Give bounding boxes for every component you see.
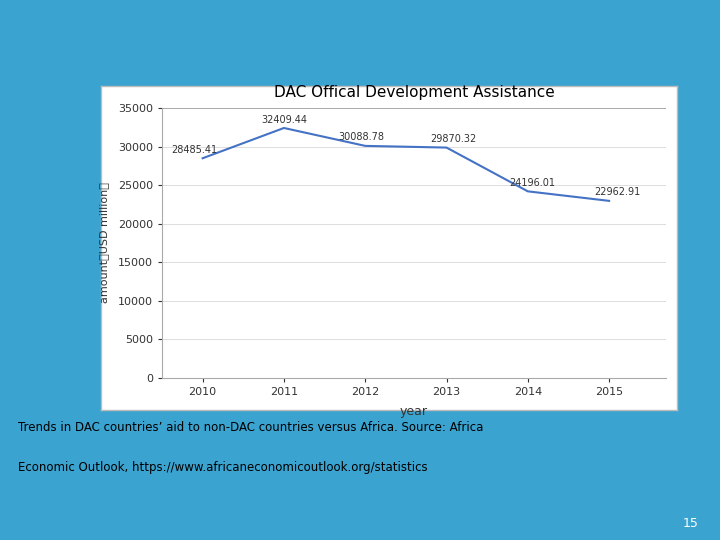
Text: 28485.41: 28485.41: [171, 145, 217, 155]
Text: 30088.78: 30088.78: [338, 132, 384, 143]
Text: 32409.44: 32409.44: [261, 114, 307, 125]
Text: 29870.32: 29870.32: [430, 134, 476, 144]
Y-axis label: amount（USD million）: amount（USD million）: [99, 183, 109, 303]
Text: Economic Outlook, https://www.africaneconomicoutlook.org/statistics: Economic Outlook, https://www.africaneco…: [18, 461, 428, 474]
Text: 22962.91: 22962.91: [594, 187, 640, 198]
Title: DAC Offical Development Assistance: DAC Offical Development Assistance: [274, 85, 554, 100]
Text: Trends in DAC countries’ aid to non-DAC countries versus Africa. Source: Africa: Trends in DAC countries’ aid to non-DAC …: [18, 421, 483, 435]
Text: 15: 15: [683, 517, 698, 530]
X-axis label: year: year: [400, 406, 428, 419]
Text: 24196.01: 24196.01: [509, 178, 555, 188]
